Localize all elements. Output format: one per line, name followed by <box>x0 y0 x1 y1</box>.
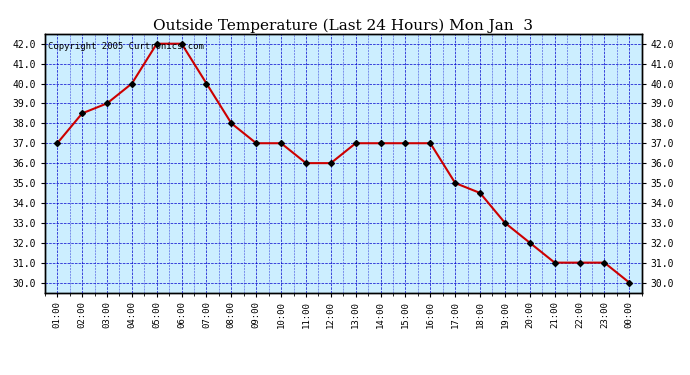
Title: Outside Temperature (Last 24 Hours) Mon Jan  3: Outside Temperature (Last 24 Hours) Mon … <box>153 18 533 33</box>
Text: Copyright 2005 Curtronics.com: Copyright 2005 Curtronics.com <box>48 42 204 51</box>
